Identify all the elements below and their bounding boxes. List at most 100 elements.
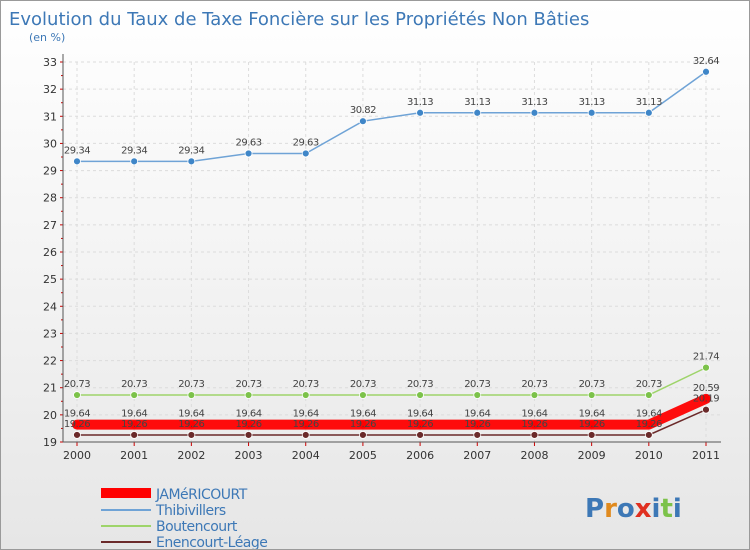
y-tick-label-31: 31 xyxy=(43,110,57,123)
chart-title: Evolution du Taux de Taxe Foncière sur l… xyxy=(9,9,589,30)
data-label-Boutencourt-2007: 20.73 xyxy=(464,379,490,390)
data-label-Thibivillers-2006: 31.13 xyxy=(407,97,433,108)
x-tick-label-2002: 2002 xyxy=(177,449,205,462)
data-label-JAMéRICOURT-2007: 19.64 xyxy=(464,409,490,420)
data-label-Thibivillers-2011: 32.64 xyxy=(693,56,719,67)
point-Enencourt-Léage-2005 xyxy=(359,431,367,439)
point-Boutencourt-2010 xyxy=(644,391,653,399)
data-label-Boutencourt-2001: 20.73 xyxy=(121,379,147,390)
point-JAMéRICOURT-2006 xyxy=(416,420,424,429)
point-Boutencourt-2006 xyxy=(416,391,424,399)
data-label-Boutencourt-2000: 20.73 xyxy=(64,379,90,390)
point-JAMéRICOURT-2009 xyxy=(587,420,596,429)
point-Boutencourt-2003 xyxy=(244,391,253,399)
series-line-Boutencourt xyxy=(77,366,707,396)
x-tick-label-2004: 2004 xyxy=(292,449,320,462)
x-tick-label-2005: 2005 xyxy=(349,449,377,462)
data-label-Boutencourt-2010: 20.73 xyxy=(636,379,662,390)
proxiti-logo: Proxiti xyxy=(585,494,682,524)
data-label-Enencourt-Léage-2008: 19.26 xyxy=(521,419,547,430)
legend-label-Enencourt-Léage: Enencourt-Léage xyxy=(156,535,267,549)
point-Boutencourt-2004 xyxy=(301,391,310,399)
y-tick-label-29: 29 xyxy=(43,165,57,178)
y-tick-label-30: 30 xyxy=(43,137,57,150)
legend-label-Thibivillers: Thibivillers xyxy=(155,503,226,519)
point-Enencourt-Léage-2008 xyxy=(530,431,539,439)
point-Enencourt-Léage-2009 xyxy=(587,431,596,439)
point-Boutencourt-2009 xyxy=(587,391,596,399)
point-JAMéRICOURT-2004 xyxy=(301,420,310,429)
point-Enencourt-Léage-2002 xyxy=(187,431,196,439)
data-label-JAMéRICOURT-2005: 19.64 xyxy=(350,409,376,420)
point-Thibivillers-2008 xyxy=(530,108,539,117)
point-Enencourt-Léage-2001 xyxy=(130,431,139,439)
point-JAMéRICOURT-2010 xyxy=(644,420,653,429)
data-label-Enencourt-Léage-2009: 19.26 xyxy=(579,419,605,430)
legend-label-Boutencourt: Boutencourt xyxy=(156,519,238,535)
point-Thibivillers-2011 xyxy=(702,67,710,76)
data-label-JAMéRICOURT-2002: 19.64 xyxy=(178,409,204,420)
data-label-JAMéRICOURT-2004: 19.64 xyxy=(293,409,319,420)
data-label-Enencourt-Léage-2007: 19.26 xyxy=(464,419,490,430)
data-label-Boutencourt-2011: 21.74 xyxy=(693,352,719,363)
data-label-Thibivillers-2007: 31.13 xyxy=(464,97,490,108)
point-Enencourt-Léage-2007 xyxy=(473,431,482,439)
point-Thibivillers-2000 xyxy=(73,157,81,166)
data-label-Thibivillers-2010: 31.13 xyxy=(636,97,662,108)
data-label-Enencourt-Léage-2006: 19.26 xyxy=(407,419,433,430)
data-label-Thibivillers-2009: 31.13 xyxy=(579,97,605,108)
point-Thibivillers-2003 xyxy=(244,149,253,158)
point-Thibivillers-2007 xyxy=(473,108,482,117)
data-label-Boutencourt-2003: 20.73 xyxy=(235,379,261,390)
point-Enencourt-Léage-2003 xyxy=(244,431,253,439)
y-tick-label-27: 27 xyxy=(43,219,57,232)
data-label-Enencourt-Léage-2002: 19.26 xyxy=(178,419,204,430)
series-line-Enencourt-Léage xyxy=(77,409,707,436)
point-Thibivillers-2005 xyxy=(359,117,367,126)
x-tick-label-2001: 2001 xyxy=(120,449,148,462)
point-JAMéRICOURT-2005 xyxy=(359,420,367,429)
point-Thibivillers-2001 xyxy=(130,157,139,166)
point-Boutencourt-2005 xyxy=(359,391,367,399)
series-layer xyxy=(72,67,711,439)
y-tick-label-19: 19 xyxy=(43,436,57,449)
y-tick-label-25: 25 xyxy=(43,273,57,286)
data-label-Boutencourt-2009: 20.73 xyxy=(579,379,605,390)
data-label-JAMéRICOURT-2001: 19.64 xyxy=(121,409,147,420)
y-tick-label-26: 26 xyxy=(43,246,57,259)
data-label-Boutencourt-2002: 20.73 xyxy=(178,379,204,390)
point-JAMéRICOURT-2001 xyxy=(130,420,139,429)
point-Enencourt-Léage-2000 xyxy=(73,431,81,439)
point-Enencourt-Léage-2006 xyxy=(416,431,424,439)
proxiti-logo-text: Proxiti xyxy=(585,494,682,524)
point-Thibivillers-2010 xyxy=(644,108,653,117)
data-label-Thibivillers-2001: 29.34 xyxy=(121,145,147,156)
data-label-Enencourt-Léage-2003: 19.26 xyxy=(235,419,261,430)
point-Boutencourt-2007 xyxy=(473,391,482,399)
y-tick-label-33: 33 xyxy=(43,56,57,69)
point-Enencourt-Léage-2004 xyxy=(301,431,310,439)
legend-label-JAMéRICOURT: JAMéRICOURT xyxy=(155,487,248,503)
data-label-Enencourt-Léage-2005: 19.26 xyxy=(350,419,376,430)
series-line-Thibivillers xyxy=(77,71,707,163)
data-label-JAMéRICOURT-2009: 19.64 xyxy=(579,409,605,420)
data-label-JAMéRICOURT-2010: 19.64 xyxy=(636,409,662,420)
y-tick-label-32: 32 xyxy=(43,83,57,96)
data-label-Thibivillers-2004: 29.63 xyxy=(293,137,319,148)
point-Boutencourt-2008 xyxy=(530,391,539,399)
axes: 19 20 21 22 23 24 25 26 27 28 29 30 31 32 33 2000 2001 20… xyxy=(43,54,721,462)
y-tick-label-22: 22 xyxy=(43,355,57,368)
data-label-JAMéRICOURT-2003: 19.64 xyxy=(235,409,261,420)
data-label-JAMéRICOURT-2006: 19.64 xyxy=(407,409,433,420)
data-label-Boutencourt-2006: 20.73 xyxy=(407,379,433,390)
data-label-Thibivillers-2002: 29.34 xyxy=(178,145,204,156)
data-label-Enencourt-Léage-2010: 19.26 xyxy=(636,419,662,430)
point-JAMéRICOURT-2008 xyxy=(530,420,539,429)
x-tick-label-2008: 2008 xyxy=(520,449,548,462)
legend: JAMéRICOURTThibivillersBoutencourtEnenco… xyxy=(101,487,268,549)
point-JAMéRICOURT-2011 xyxy=(702,394,710,403)
data-label-Enencourt-Léage-2004: 19.26 xyxy=(293,419,319,430)
point-Boutencourt-2011 xyxy=(702,363,710,372)
y-tick-label-23: 23 xyxy=(43,327,57,340)
